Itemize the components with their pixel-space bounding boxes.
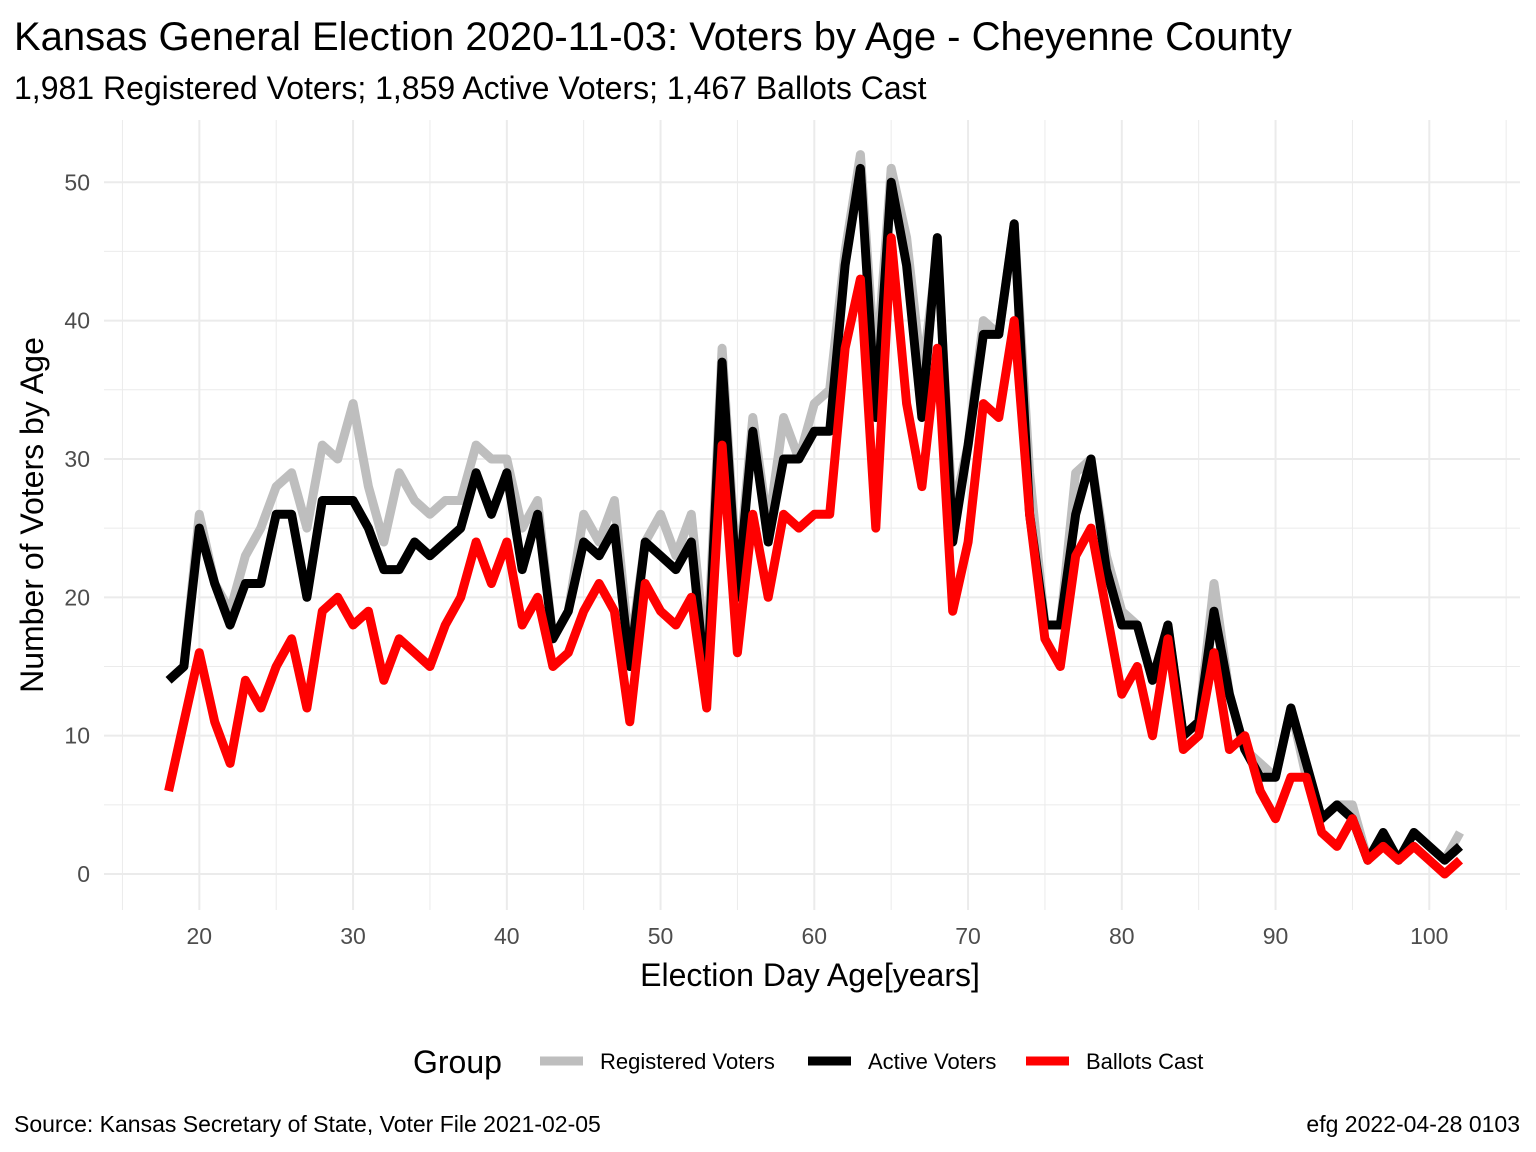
x-tick-label: 100	[1410, 923, 1448, 949]
legend-title: Group	[413, 1044, 502, 1080]
y-tick-label: 50	[64, 169, 90, 195]
x-axis-title: Election Day Age[years]	[640, 957, 980, 993]
legend: Group Registered Voters Active Voters Ba…	[413, 1044, 1203, 1080]
legend-label-registered-voters: Registered Voters	[600, 1049, 775, 1074]
y-tick-label: 10	[64, 723, 90, 749]
x-tick-label: 60	[802, 923, 828, 949]
y-tick-labels: 0 10 20 30 40 50	[64, 169, 90, 887]
y-tick-label: 40	[64, 308, 90, 334]
x-tick-label: 20	[187, 923, 213, 949]
source-caption: Source: Kansas Secretary of State, Voter…	[14, 1111, 601, 1137]
chart-subtitle: 1,981 Registered Voters; 1,859 Active Vo…	[14, 70, 927, 106]
x-tick-label: 70	[955, 923, 981, 949]
author-caption: efg 2022-04-28 0103	[1306, 1111, 1520, 1137]
y-tick-label: 30	[64, 446, 90, 472]
chart-title: Kansas General Election 2020-11-03: Vote…	[14, 15, 1292, 59]
y-tick-label: 0	[77, 861, 90, 887]
legend-label-active-voters: Active Voters	[868, 1049, 996, 1074]
legend-label-ballots-cast: Ballots Cast	[1086, 1049, 1203, 1074]
y-axis-title: Number of Voters by Age	[14, 337, 50, 693]
y-tick-label: 20	[64, 584, 90, 610]
x-tick-label: 80	[1109, 923, 1135, 949]
x-tick-label: 90	[1263, 923, 1289, 949]
x-tick-label: 50	[648, 923, 674, 949]
x-tick-label: 40	[494, 923, 520, 949]
series-line-ballots-cast	[164, 233, 1464, 879]
series-lines	[164, 150, 1464, 879]
x-tick-label: 30	[340, 923, 366, 949]
x-tick-labels: 20 30 40 50 60 70 80 90 100	[187, 923, 1449, 949]
